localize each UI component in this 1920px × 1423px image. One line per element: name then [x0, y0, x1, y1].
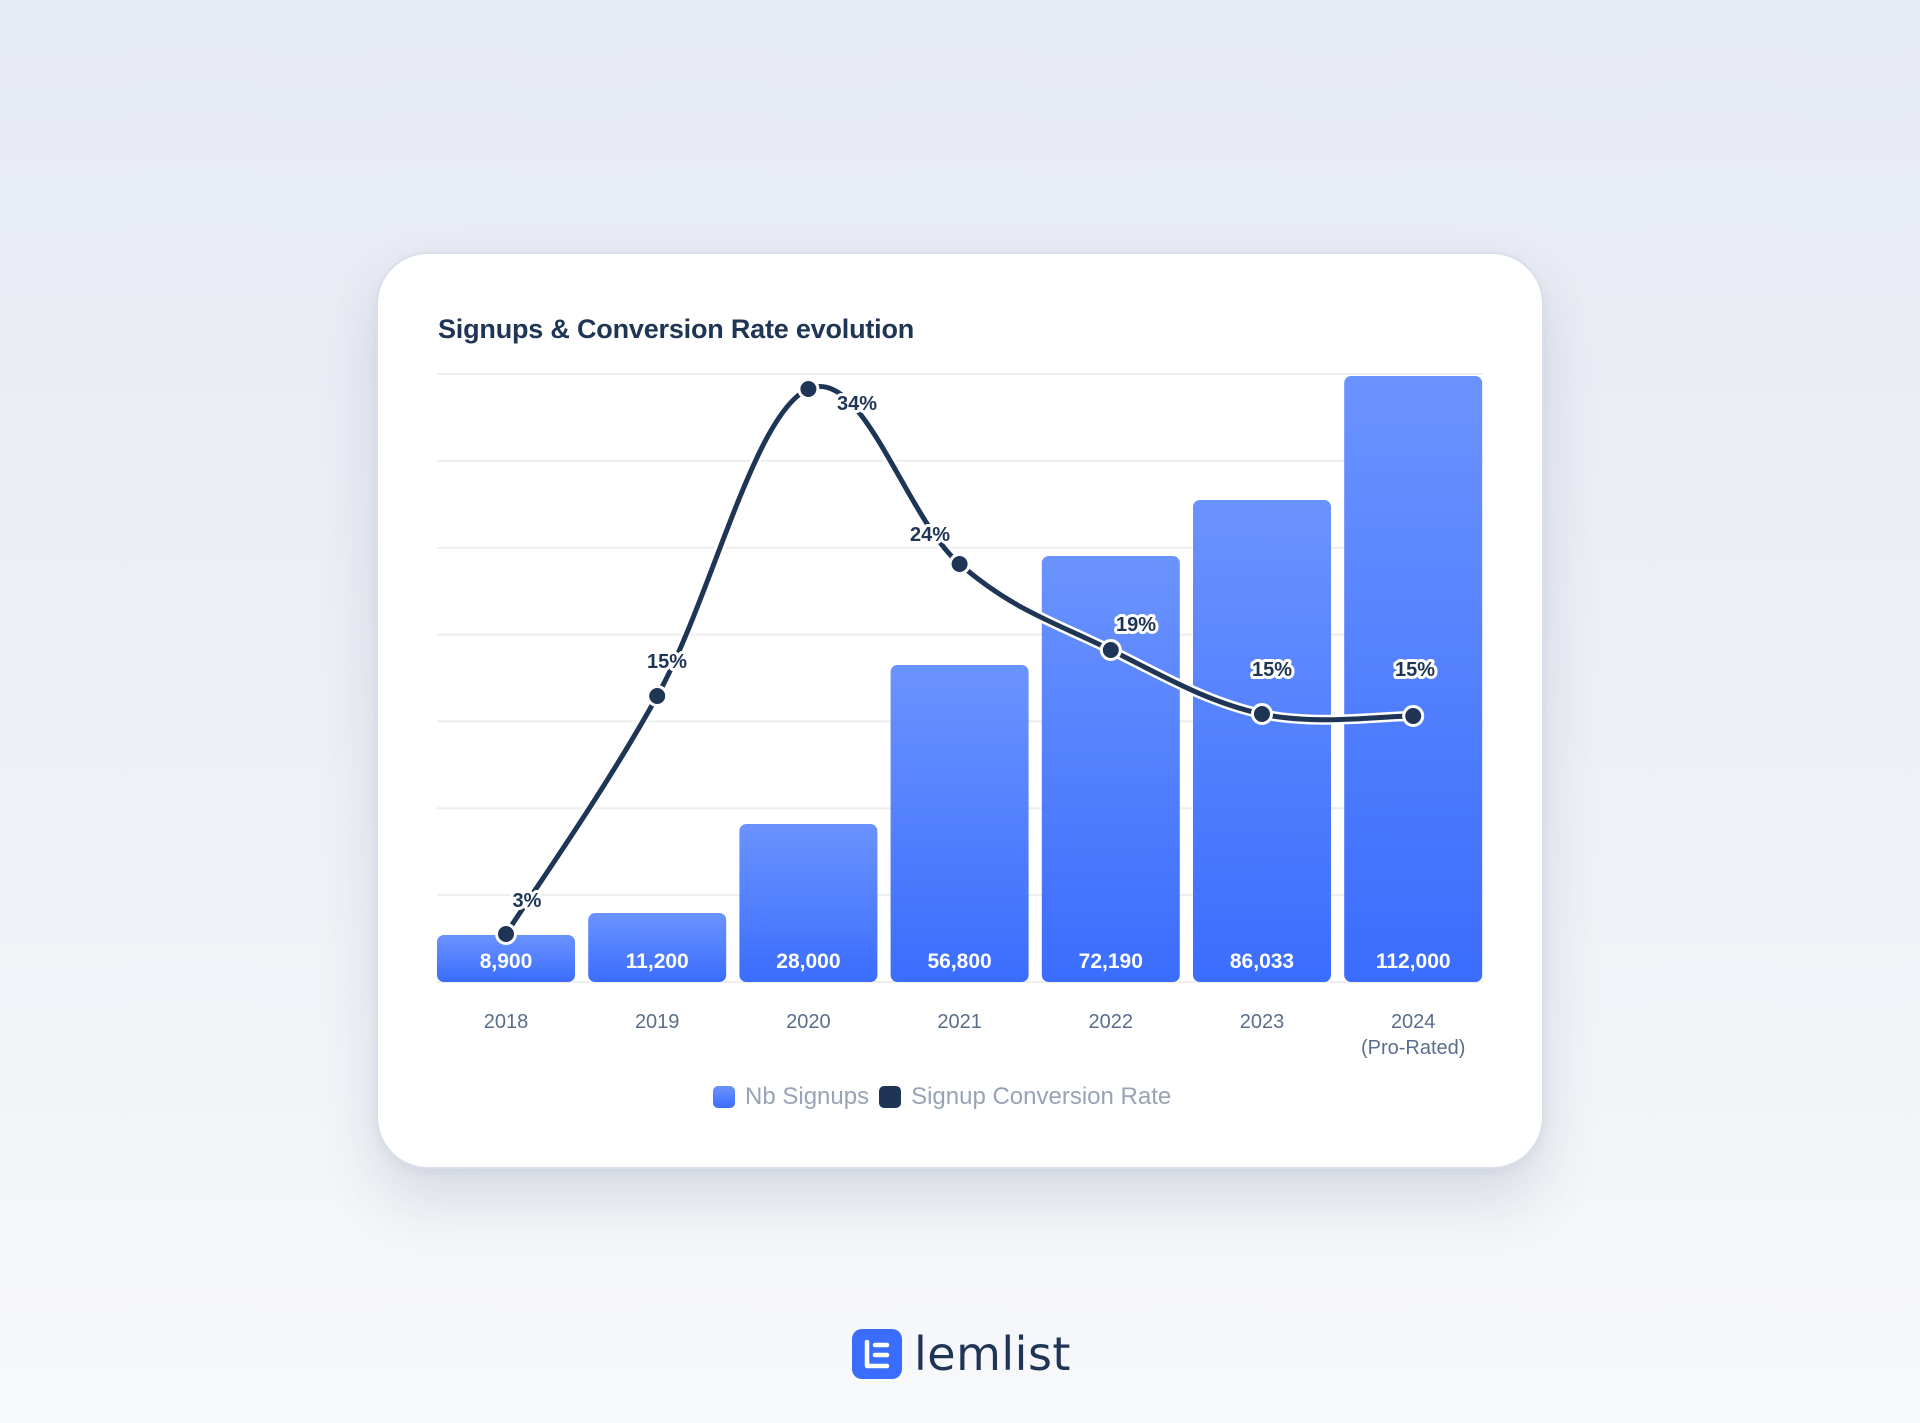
chart-title: Signups & Conversion Rate evolution	[438, 314, 915, 344]
bar-value-label: 112,000	[1376, 950, 1451, 973]
bar[interactable]	[1041, 556, 1180, 982]
line-series-conversion-rate: 3% 15% 34% 24% 19% 15% 15%	[495, 378, 1438, 945]
bar[interactable]	[1344, 376, 1483, 982]
bar-value-label: 72,190	[1079, 950, 1143, 973]
x-axis-label: 2021	[880, 1009, 1040, 1035]
line-point[interactable]	[1251, 703, 1273, 725]
line-point[interactable]	[495, 923, 517, 945]
bar-value-label: 28,000	[776, 950, 840, 973]
x-axis-label: 2022	[1031, 1009, 1191, 1035]
line-point[interactable]	[1099, 639, 1122, 661]
bar[interactable]	[437, 935, 575, 982]
bar-value-label: 86,033	[1230, 950, 1294, 973]
x-axis-label: 2018	[426, 1009, 586, 1035]
bar[interactable]	[1193, 500, 1331, 982]
line-point[interactable]	[1402, 705, 1425, 727]
x-axis-label-note: (Pro-Rated)	[1360, 1037, 1466, 1059]
lemlist-logo: lemlist	[852, 1328, 1071, 1380]
bar-value-label: 8,900	[480, 950, 533, 973]
line-value-label: 15%	[1395, 659, 1435, 681]
line-value-label: 34%	[837, 393, 877, 415]
legend-swatch-bar-icon	[713, 1086, 735, 1108]
x-axis-label-year: 2021	[937, 1011, 982, 1033]
line-value-label: 3%	[513, 890, 542, 912]
line-value-label: 15%	[1252, 659, 1292, 681]
legend-swatch-line-icon	[879, 1086, 902, 1108]
legend-item-nb-signups[interactable]: Nb Signups	[713, 1083, 869, 1111]
x-axis-label: 2019	[577, 1009, 737, 1035]
x-axis-label-year: 2019	[634, 1011, 680, 1033]
bar[interactable]	[588, 913, 727, 982]
lemlist-logo-icon	[852, 1329, 902, 1379]
bar-value-label: 11,200	[626, 950, 689, 973]
bar[interactable]	[890, 665, 1029, 982]
bar-value-label: 56,800	[927, 950, 991, 973]
x-axis-label-year: 2023	[1239, 1011, 1285, 1033]
line-value-label: 15%	[647, 651, 687, 673]
x-axis-label: 2020	[728, 1009, 888, 1035]
x-axis-label: 2024 (Pro-Rated)	[1333, 1009, 1493, 1061]
x-axis-label-year: 2020	[786, 1011, 831, 1033]
line-value-label: 19%	[1116, 614, 1156, 636]
lemlist-wordmark: lemlist	[914, 1327, 1071, 1381]
line-point[interactable]	[646, 685, 669, 707]
x-axis-label: 2023	[1182, 1009, 1342, 1035]
x-axis-label-year: 2022	[1088, 1011, 1134, 1033]
x-axis-label-year: 2018	[483, 1011, 529, 1033]
line-point[interactable]	[797, 378, 820, 400]
bar[interactable]	[739, 824, 878, 982]
x-axis-label-year: 2024	[1390, 1011, 1436, 1033]
line-value-label: 24%	[910, 524, 950, 546]
line-point[interactable]	[948, 553, 971, 575]
legend: Nb Signups Signup Conversion Rate	[713, 1082, 1171, 1112]
legend-label: Nb Signups	[745, 1083, 870, 1110]
legend-label: Signup Conversion Rate	[911, 1083, 1172, 1110]
legend-item-conversion-rate[interactable]: Signup Conversion Rate	[879, 1083, 1171, 1111]
bar-series-nb-signups: 8,900 11,200 28,000 56,800 72,190 86,033 112,0…	[437, 376, 1483, 982]
